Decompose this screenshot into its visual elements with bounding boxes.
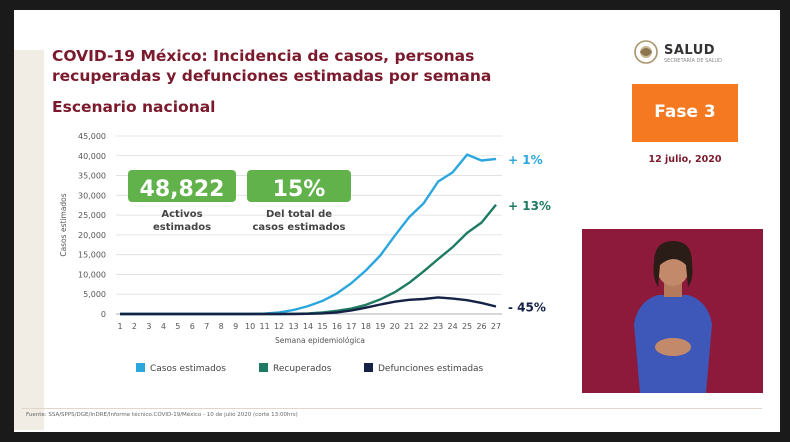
- footer-divider: [22, 408, 762, 409]
- x-axis-label: Semana epidemiológica: [275, 336, 365, 345]
- x-tick-label: 13: [288, 322, 298, 331]
- y-tick-label: 25,000: [78, 211, 106, 220]
- slide-date: 12 julio, 2020: [648, 154, 722, 165]
- x-tick-label: 19: [375, 322, 385, 331]
- x-tick-label: 15: [317, 322, 327, 331]
- end-change-label-2: + 13%: [508, 199, 551, 213]
- x-tick-label: 9: [233, 322, 238, 331]
- x-tick-label: 18: [361, 322, 371, 331]
- slide-subtitle: Escenario nacional: [52, 98, 216, 116]
- legend-swatch-3: [364, 363, 373, 372]
- series-line-3: [120, 296, 497, 316]
- x-tick-label: 3: [146, 322, 151, 331]
- x-tick-label: 23: [433, 322, 443, 331]
- legend-label-1: Casos estimados: [150, 364, 226, 374]
- percent-total-caption-1: Del total de: [266, 209, 332, 220]
- x-tick-label: 20: [390, 322, 400, 331]
- percent-total-caption-2: casos estimados: [252, 222, 345, 233]
- logo-text: SALUD: [664, 43, 716, 58]
- x-tick-label: 4: [161, 322, 166, 331]
- source-footnote: Fuente: SSA/SPPS/DGE/InDRE/Informe técni…: [26, 412, 298, 418]
- legend-label-3: Defunciones estimadas: [378, 364, 484, 374]
- legend-swatch-1: [136, 363, 145, 372]
- y-tick-label: 15,000: [78, 251, 106, 260]
- x-tick-label: 14: [303, 322, 313, 331]
- x-tick-label: 24: [448, 322, 458, 331]
- active-cases-caption-1: Activos: [161, 209, 202, 220]
- active-cases-value: 48,822: [140, 177, 225, 202]
- x-tick-label: 27: [491, 322, 501, 331]
- slide-title: COVID-19 México: Incidencia de casos, pe…: [52, 47, 492, 85]
- x-tick-label: 16: [332, 322, 342, 331]
- y-tick-label: 10,000: [78, 270, 106, 279]
- active-cases-box: 48,822 Activos estimados: [128, 170, 236, 233]
- x-tick-label: 10: [245, 322, 255, 331]
- percent-total-box: 15% Del total de casos estimados: [247, 170, 351, 233]
- x-tick-label: 21: [404, 322, 414, 331]
- end-change-label-1: + 1%: [508, 153, 543, 167]
- interpreter-figure-icon: [582, 229, 763, 393]
- y-tick-label: 20,000: [78, 231, 106, 240]
- x-tick-label: 11: [260, 322, 270, 331]
- chart-legend: Casos estimados Recuperados Defunciones es…: [136, 363, 484, 374]
- percent-total-value: 15%: [273, 177, 326, 202]
- slide: COVID-19 México: Incidencia de casos, pe…: [14, 10, 780, 432]
- y-tick-label: 35,000: [78, 172, 106, 181]
- y-tick-label: 45,000: [78, 132, 106, 141]
- x-tick-label: 25: [462, 322, 472, 331]
- x-tick-label: 17: [346, 322, 356, 331]
- x-tick-label: 7: [204, 322, 209, 331]
- x-tick-label: 22: [419, 322, 429, 331]
- active-cases-caption-2: estimados: [153, 222, 211, 233]
- phase-badge: [632, 84, 738, 142]
- x-tick-label: 12: [274, 322, 284, 331]
- x-tick-label: 2: [132, 322, 137, 331]
- covid-line-chart: 0 5,000 10,000 15,000 20,000 25,000 30,000 35,0…: [59, 132, 551, 374]
- x-tick-label: 5: [175, 322, 180, 331]
- salud-logo-icon: [634, 40, 658, 64]
- y-tick-label: 0: [101, 310, 106, 319]
- x-tick-label: 8: [219, 322, 224, 331]
- phase-label: Fase 3: [654, 102, 716, 122]
- end-change-label-3: - 45%: [508, 300, 546, 314]
- sign-language-interpreter-video: [582, 229, 763, 393]
- logo-subtext: SECRETARÍA DE SALUD: [664, 58, 722, 64]
- x-tick-label: 6: [190, 322, 195, 331]
- x-tick-label: 26: [476, 322, 486, 331]
- y-tick-label: 40,000: [78, 152, 106, 161]
- y-tick-label: 5,000: [83, 290, 106, 299]
- decorative-side-pattern: [14, 50, 44, 430]
- x-tick-label: 1: [117, 322, 122, 331]
- y-axis-label: Casos estimados: [59, 193, 68, 256]
- legend-label-2: Recuperados: [273, 364, 332, 374]
- y-tick-label: 30,000: [78, 191, 106, 200]
- legend-swatch-2: [259, 363, 268, 372]
